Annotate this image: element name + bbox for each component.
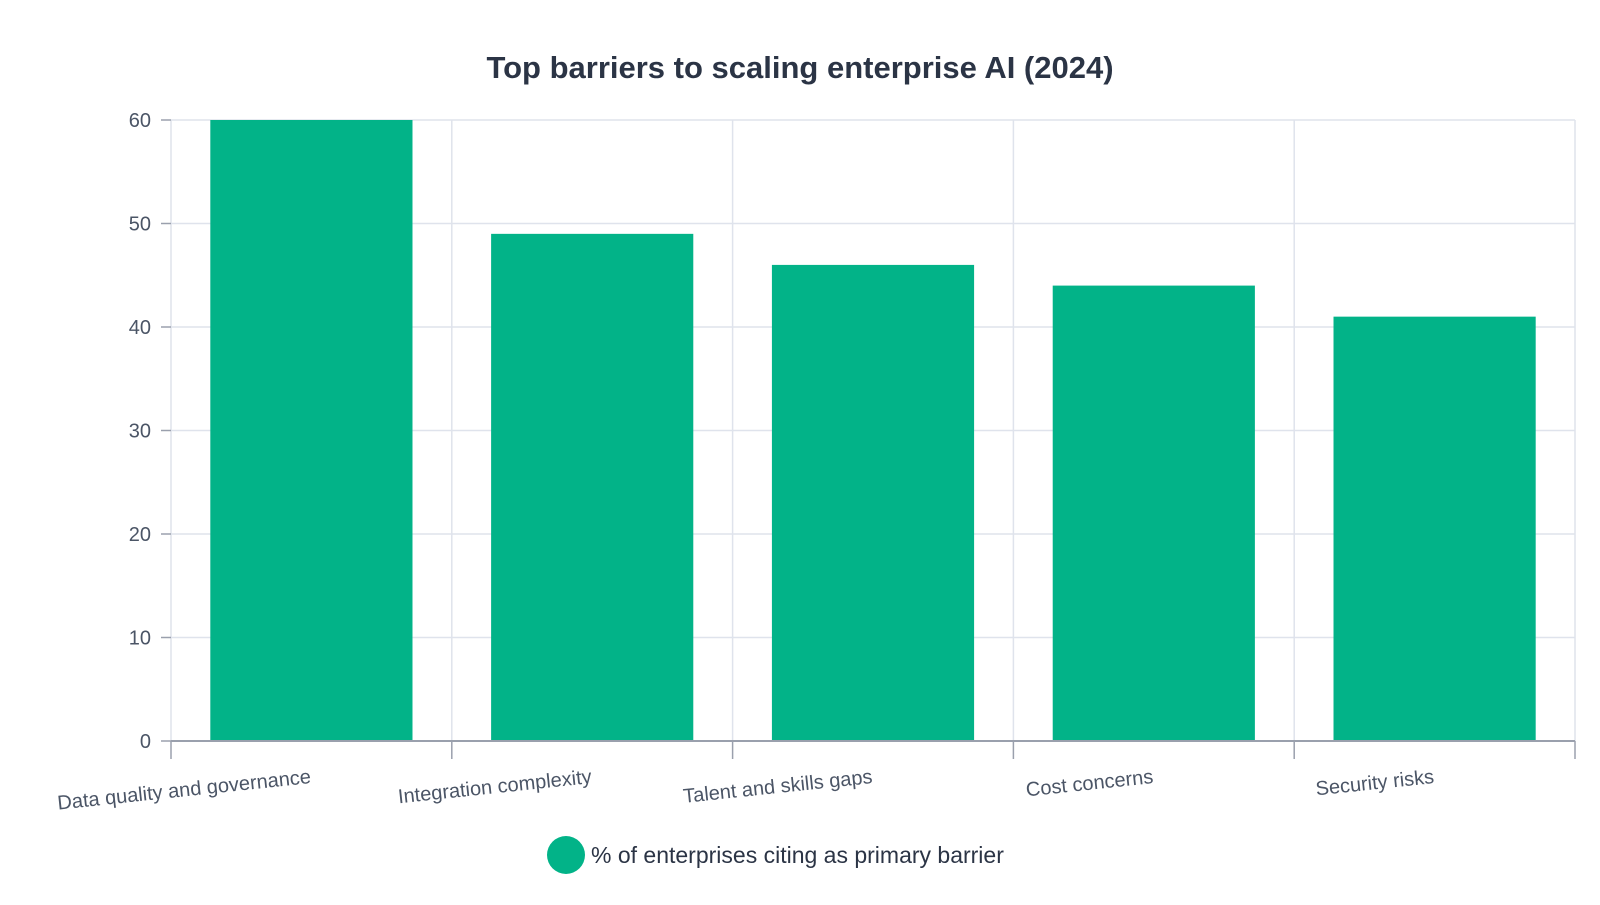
y-tick-label: 60	[129, 110, 151, 132]
y-tick-label: 10	[129, 628, 151, 650]
x-tick-label: Security risks	[1315, 766, 1436, 800]
x-tick-label: Data quality and governance	[56, 766, 312, 814]
y-axis-tick-labels: 0 10 20 30 40 50 60	[129, 110, 151, 753]
y-tick-label: 50	[129, 214, 151, 236]
legend-marker-circle	[547, 836, 585, 874]
bar[interactable]	[210, 120, 413, 741]
x-axis-tick-labels: Data quality and governance Integration c…	[56, 766, 1435, 814]
chart-title: Top barriers to scaling enterprise AI (2…	[486, 50, 1113, 85]
bar[interactable]	[491, 233, 694, 741]
bar[interactable]	[1052, 285, 1255, 741]
bars	[210, 120, 1536, 741]
x-tick-label: Integration complexity	[397, 766, 593, 808]
bar[interactable]	[1333, 316, 1536, 741]
y-tick-label: 40	[129, 317, 151, 339]
legend[interactable]: % of enterprises citing as primary barri…	[547, 836, 1004, 874]
y-tick-label: 20	[129, 524, 151, 546]
y-tick-label: 30	[129, 421, 151, 443]
x-tick-label: Talent and skills gaps	[682, 766, 873, 808]
bar[interactable]	[771, 264, 975, 741]
legend-label: % of enterprises citing as primary barri…	[591, 842, 1004, 868]
y-tick-label: 0	[140, 731, 151, 753]
x-tick-label: Cost concerns	[1025, 766, 1154, 801]
axes	[161, 119, 1576, 759]
